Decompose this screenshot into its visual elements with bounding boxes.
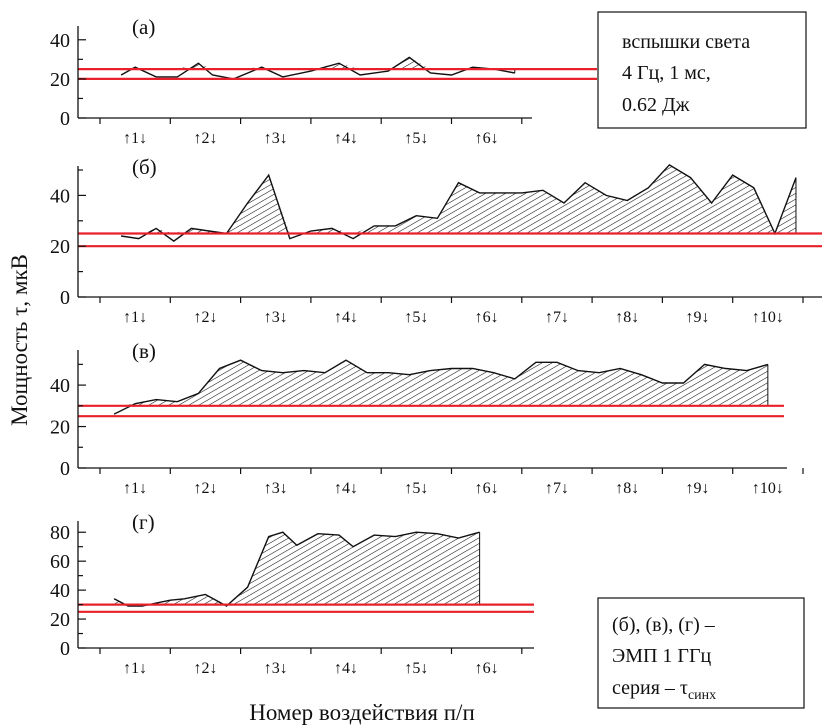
legend-bottom-line-3: серия – τсинх <box>612 677 716 703</box>
legend-bottom-line-3-sub: синх <box>688 688 716 703</box>
y-tick-label-4: 40 <box>50 580 70 602</box>
y-tick-label-4: 60 <box>50 551 70 573</box>
panel-label-1: (a) <box>132 15 155 39</box>
panel-4: 0 20 40 60 80 ↑1↓ ↑2↓ ↑3↓ ↑4↓ ↑5↓ ↑6↓ (г) <box>50 510 534 677</box>
y-tick-label-1: 20 <box>50 69 70 91</box>
panel-3: 0 20 40 ↑1↓ ↑2↓ ↑3↓ ↑4↓ ↑5↓ ↑6↓ ↑7↓ ↑8↓ ↑9↓ ↑10↓ (в) <box>50 339 804 497</box>
stimulus-marker-4-4: ↑4↓ <box>334 660 358 677</box>
y-tick-label-3: 40 <box>50 375 70 397</box>
stimulus-marker-1-2: ↑2↓ <box>193 130 217 147</box>
panels-group: 0 20 40 ↑1↓ ↑2↓ ↑3↓ ↑4↓ ↑5↓ ↑6↓ (a) 0 20 40 ↑1↓ ↑2↓ ↑3↓… <box>50 15 822 677</box>
stimulus-marker-3-4: ↑4↓ <box>334 480 358 497</box>
y-axis-title: Мощность τ, мкВ <box>7 254 32 426</box>
stimulus-marker-1-4: ↑4↓ <box>334 130 358 147</box>
stimulus-marker-1-3: ↑3↓ <box>264 130 288 147</box>
stimulus-marker-1-6: ↑6↓ <box>475 130 499 147</box>
stimulus-marker-3-2: ↑2↓ <box>193 480 217 497</box>
stimulus-marker-2-7: ↑7↓ <box>545 309 569 326</box>
hatched-area-3 <box>114 360 768 406</box>
stimulus-marker-1-5: ↑5↓ <box>404 130 428 147</box>
legend-bottom-box <box>597 597 805 709</box>
stimulus-marker-3-7: ↑7↓ <box>545 480 569 497</box>
series-line-1 <box>120 56 515 80</box>
stimulus-marker-3-3: ↑3↓ <box>264 480 288 497</box>
stimulus-marker-3-9: ↑9↓ <box>686 480 710 497</box>
stimulus-marker-4-2: ↑2↓ <box>193 660 217 677</box>
y-tick-label-4: 80 <box>50 522 70 544</box>
x-axis-title: Номер воздействия п/п <box>249 700 475 725</box>
stimulus-marker-2-2: ↑2↓ <box>193 309 217 326</box>
legend-top: вспышки света 4 Гц, 1 мс, 0.62 Дж <box>597 11 807 129</box>
y-tick-label-4: 20 <box>50 609 70 631</box>
panel-2: 0 20 40 ↑1↓ ↑2↓ ↑3↓ ↑4↓ ↑5↓ ↑6↓ ↑7↓ ↑8↓ ↑9↓ ↑10↓ (б) <box>50 155 822 326</box>
y-tick-label-1: 40 <box>50 30 70 52</box>
y-tick-label-2: 40 <box>50 185 70 207</box>
legend-bottom-line-1: (б), (в), (г) – <box>612 614 716 636</box>
hatched-area-4 <box>114 532 480 605</box>
y-tick-label-4: 0 <box>60 638 70 660</box>
hatched-area-1 <box>121 57 515 70</box>
stimulus-marker-1-1: ↑1↓ <box>123 130 147 147</box>
stimulus-marker-4-1: ↑1↓ <box>123 660 147 677</box>
y-tick-label-3: 0 <box>60 458 70 480</box>
stimulus-marker-2-8: ↑8↓ <box>615 309 639 326</box>
stimulus-marker-3-6: ↑6↓ <box>475 480 499 497</box>
legend-bottom-line-3-main: серия – τ <box>612 677 688 699</box>
stimulus-marker-2-5: ↑5↓ <box>404 309 428 326</box>
y-tick-label-2: 0 <box>60 287 70 309</box>
y-tick-label-2: 20 <box>50 236 70 258</box>
legend-top-line-1: вспышки света <box>622 31 750 53</box>
stimulus-marker-2-1: ↑1↓ <box>123 309 147 326</box>
stimulus-marker-2-3: ↑3↓ <box>264 309 288 326</box>
legend-bottom: (б), (в), (г) – ЭМП 1 ГГц серия – τсинх <box>597 597 805 709</box>
stimulus-marker-2-6: ↑6↓ <box>475 309 499 326</box>
panel-label-4: (г) <box>132 510 155 534</box>
stimulus-marker-3-8: ↑8↓ <box>615 480 639 497</box>
stimulus-marker-2-10: ↑10↓ <box>752 309 784 326</box>
legend-bottom-line-2: ЭМП 1 ГГц <box>612 645 712 667</box>
stimulus-marker-3-1: ↑1↓ <box>123 480 147 497</box>
y-tick-label-1: 0 <box>60 108 70 130</box>
stimulus-marker-3-10: ↑10↓ <box>752 480 784 497</box>
stimulus-marker-2-9: ↑9↓ <box>686 309 710 326</box>
legend-top-line-2: 4 Гц, 1 мс, <box>622 62 711 84</box>
y-tick-label-3: 20 <box>50 417 70 439</box>
stimulus-marker-4-5: ↑5↓ <box>404 660 428 677</box>
stimulus-marker-2-4: ↑4↓ <box>334 309 358 326</box>
stimulus-marker-4-3: ↑3↓ <box>264 660 288 677</box>
legend-top-box <box>597 11 807 129</box>
stimulus-marker-4-6: ↑6↓ <box>475 660 499 677</box>
panel-1: 0 20 40 ↑1↓ ↑2↓ ↑3↓ ↑4↓ ↑5↓ ↑6↓ (a) <box>50 15 597 147</box>
series-line-2 <box>120 164 797 242</box>
stimulus-marker-3-5: ↑5↓ <box>404 480 428 497</box>
series-line-3 <box>113 359 769 415</box>
panel-label-3: (в) <box>132 339 156 363</box>
panel-label-2: (б) <box>132 155 157 179</box>
hatched-area-2 <box>121 164 797 234</box>
series-line-4 <box>113 531 480 607</box>
legend-top-line-3: 0.62 Дж <box>622 94 690 116</box>
